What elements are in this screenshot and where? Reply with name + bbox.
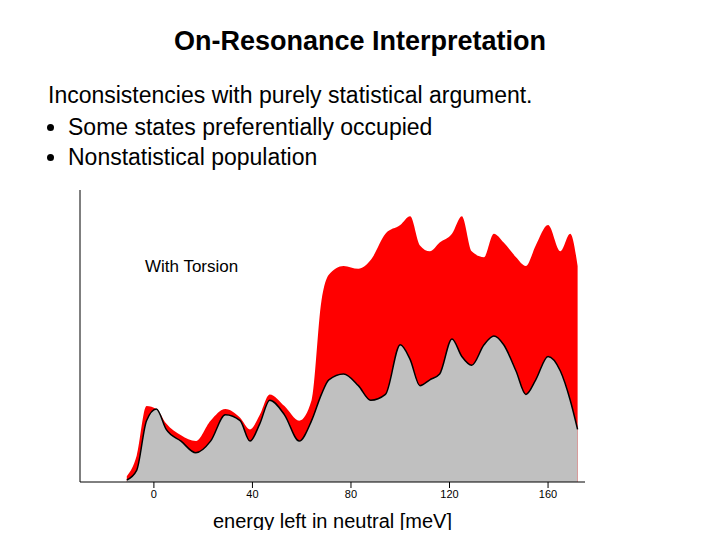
svg-text:energy left in neutral [meV]: energy left in neutral [meV] [213,510,452,530]
svg-text:40: 40 [246,488,258,500]
html-text:With Torsion: With Torsion [145,257,239,276]
html-text:Inconsistencies with purely st: Inconsistencies with purely statistical … [48,82,533,108]
svg-text:0: 0 [151,488,157,500]
html-text:On-Resonance Interpretation: On-Resonance Interpretation [174,26,546,56]
svg-text:120: 120 [440,488,458,500]
svg-text:80: 80 [345,488,357,500]
html-text:Nonstatistical population: Nonstatistical population [68,144,318,170]
html-text:Some states preferentially occ: Some states preferentially occupied [68,114,433,140]
svg-text:160: 160 [539,488,557,500]
